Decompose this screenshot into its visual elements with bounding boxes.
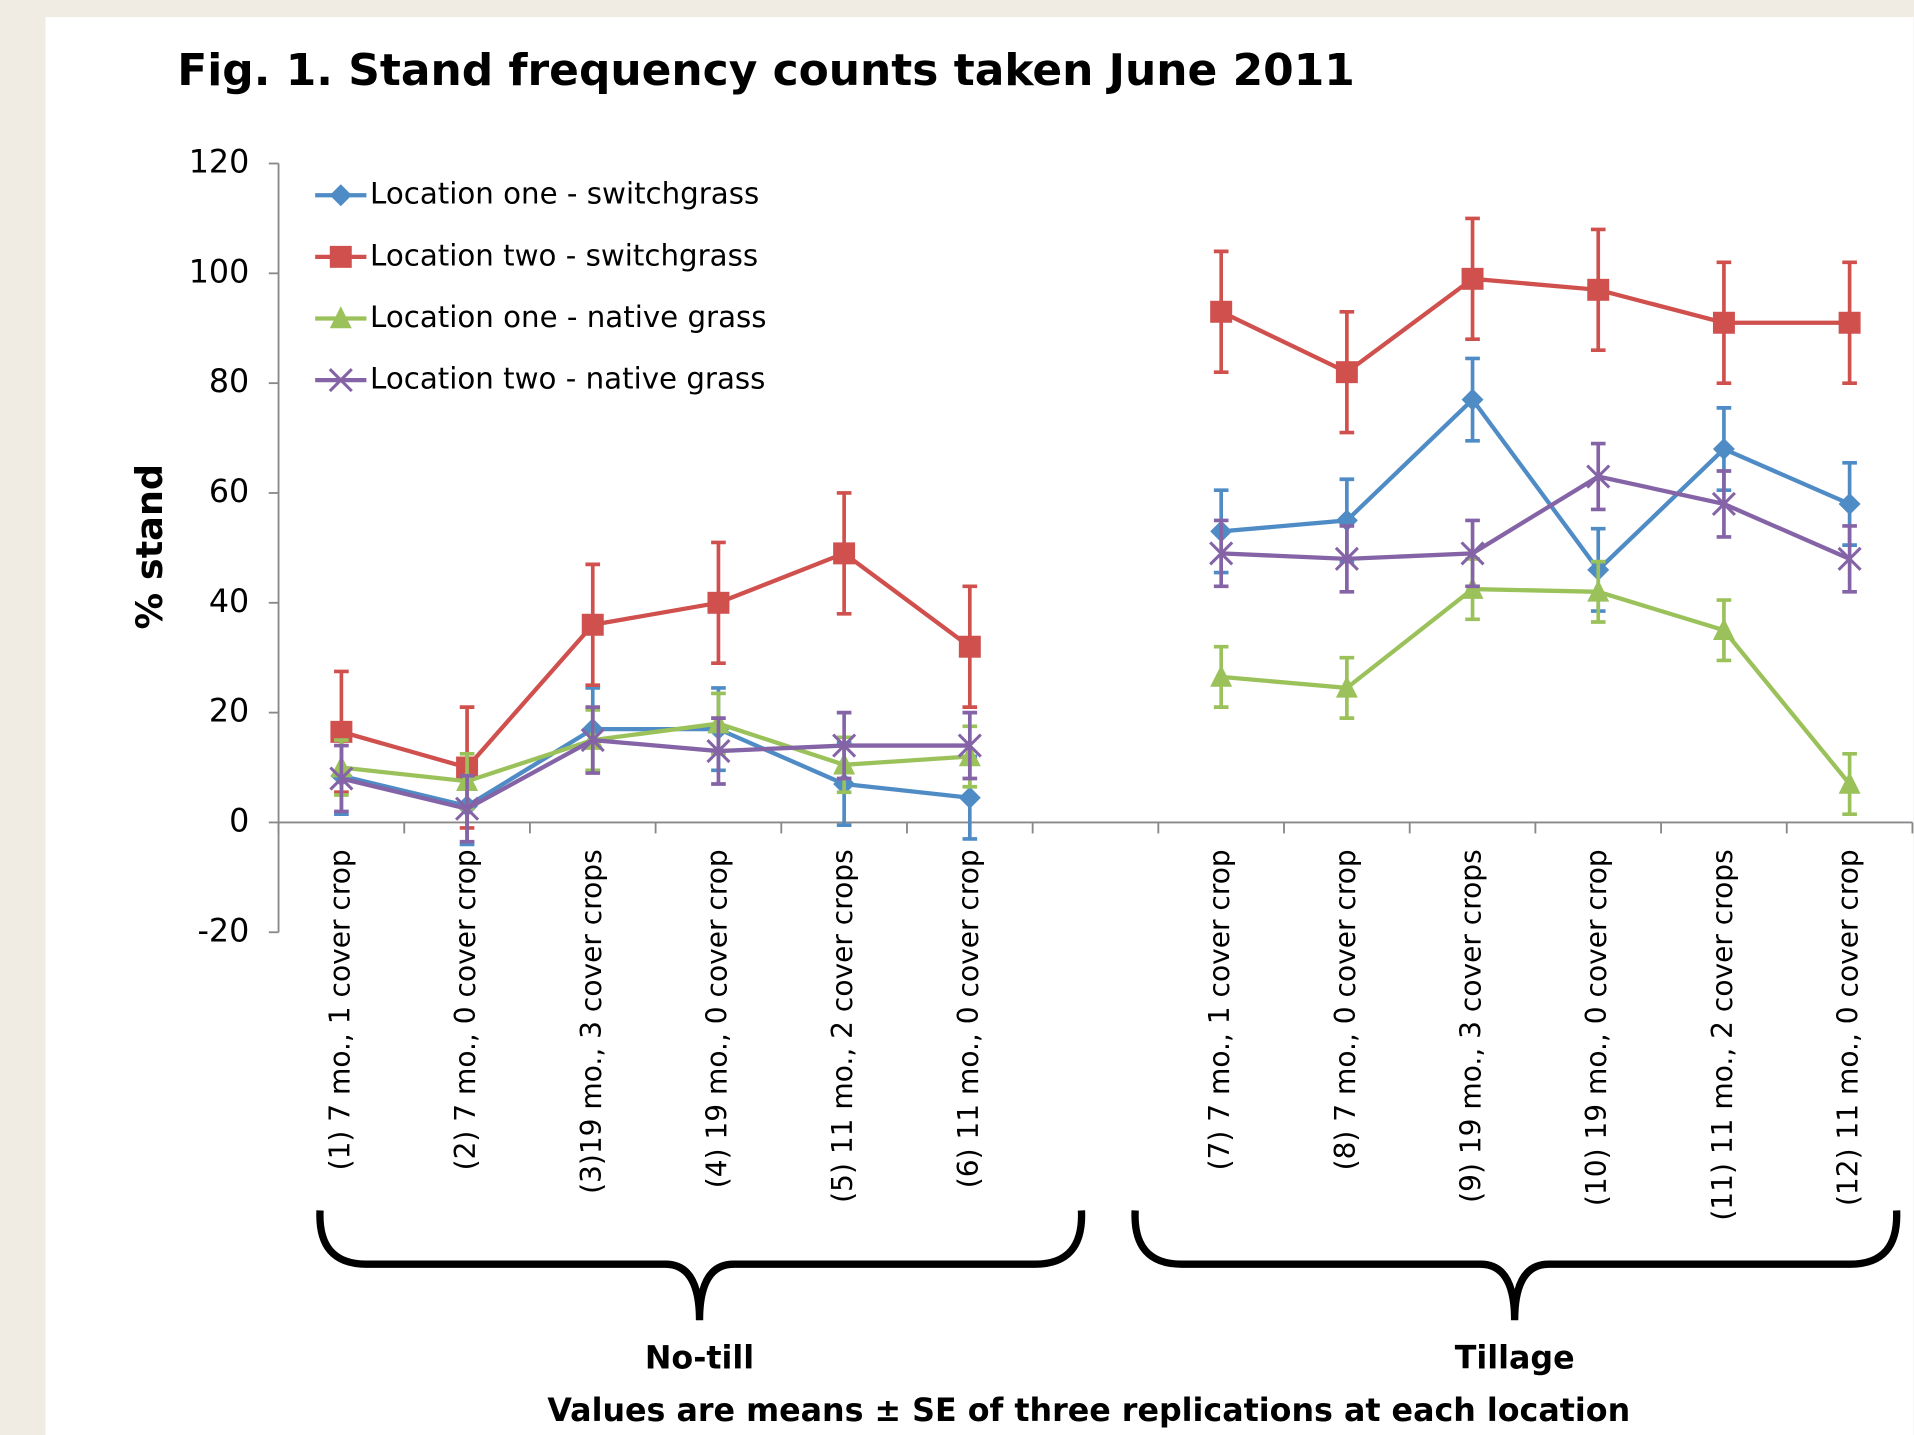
data-point	[1461, 388, 1484, 411]
x-tick-label: (11) 11 mo., 2 cover crops	[1706, 849, 1739, 1220]
data-point	[1586, 464, 1611, 489]
x-tick-label: (2) 7 mo., 0 cover crop	[449, 849, 482, 1170]
x-tick-label: (10) 19 mo., 0 cover crop	[1580, 849, 1613, 1206]
chart-title: Fig. 1. Stand frequency counts taken Jun…	[177, 45, 1355, 96]
data-point	[707, 591, 730, 614]
y-axis-label: % stand	[128, 464, 171, 630]
data-point	[958, 635, 981, 658]
data-point	[833, 542, 856, 565]
data-point	[1335, 361, 1358, 384]
data-point	[1587, 278, 1610, 301]
y-tick-label: 20	[209, 694, 249, 730]
data-point	[832, 733, 857, 758]
y-tick-label: 80	[209, 364, 249, 400]
data-point	[1838, 771, 1861, 794]
data-point	[330, 720, 353, 743]
x-tick-label: (6) 11 mo., 0 cover crop	[952, 849, 985, 1188]
data-point	[1838, 492, 1861, 515]
data-point	[329, 766, 354, 791]
data-point	[1712, 438, 1735, 461]
data-point	[581, 613, 604, 636]
series-line	[340, 396, 1851, 809]
x-tick-label: (12) 11 mo., 0 cover crop	[1832, 849, 1865, 1206]
y-tick-label: 40	[209, 584, 249, 620]
data-point	[1838, 311, 1861, 334]
data-point	[958, 786, 981, 809]
data-point	[1210, 300, 1233, 323]
data-point	[1461, 267, 1484, 290]
x-tick-label: (8) 7 mo., 0 cover crop	[1329, 849, 1362, 1170]
x-tick-label: (1) 7 mo., 1 cover crop	[323, 849, 356, 1170]
group-brace	[316, 1210, 1086, 1321]
y-tick-label: 0	[229, 803, 249, 839]
data-point	[455, 796, 480, 821]
x-tick-label: (7) 7 mo., 1 cover crop	[1203, 849, 1236, 1170]
data-point	[1335, 675, 1358, 698]
legend-label: Location one - native grass	[370, 300, 766, 334]
x-tick-label: (5) 11 mo., 2 cover crops	[826, 849, 859, 1203]
group-brace	[1131, 1210, 1901, 1321]
legend-label: Location two - native grass	[370, 362, 765, 396]
panel	[45, 17, 1914, 1435]
y-tick-label: 100	[189, 254, 250, 290]
x-tick-label: (9) 19 mo., 3 cover crops	[1455, 849, 1488, 1203]
data-point	[1210, 664, 1233, 687]
x-tick-label: (3)19 mo., 3 cover crops	[575, 849, 608, 1194]
footnote: Values are means ± SE of three replicati…	[547, 1393, 1630, 1429]
y-tick-label: 120	[189, 145, 250, 181]
data-point	[1712, 618, 1735, 641]
series-line	[340, 474, 1851, 811]
series-line	[341, 586, 1852, 786]
series-line	[340, 276, 1850, 770]
y-tick-label: 60	[209, 474, 249, 510]
data-point	[1209, 541, 1234, 566]
legend-marker	[329, 184, 352, 207]
data-point	[1460, 541, 1485, 566]
data-point	[1587, 579, 1610, 602]
data-point	[1334, 546, 1359, 571]
data-point	[706, 738, 731, 764]
group-label: No-till	[645, 1340, 754, 1376]
data-point	[957, 733, 982, 758]
x-tick-label: (4) 19 mo., 0 cover crop	[700, 849, 733, 1188]
legend-marker	[328, 368, 353, 393]
group-label: Tillage	[1455, 1340, 1575, 1376]
data-point	[1712, 311, 1735, 334]
legend-label: Location one - switchgrass	[370, 177, 759, 211]
data-point	[1837, 546, 1862, 571]
y-tick-label: -20	[197, 913, 249, 949]
data-point	[580, 728, 605, 753]
legend-label: Location two - switchgrass	[370, 238, 758, 272]
data-point	[1711, 491, 1736, 517]
legend-marker	[329, 306, 352, 329]
legend-marker	[329, 245, 352, 268]
